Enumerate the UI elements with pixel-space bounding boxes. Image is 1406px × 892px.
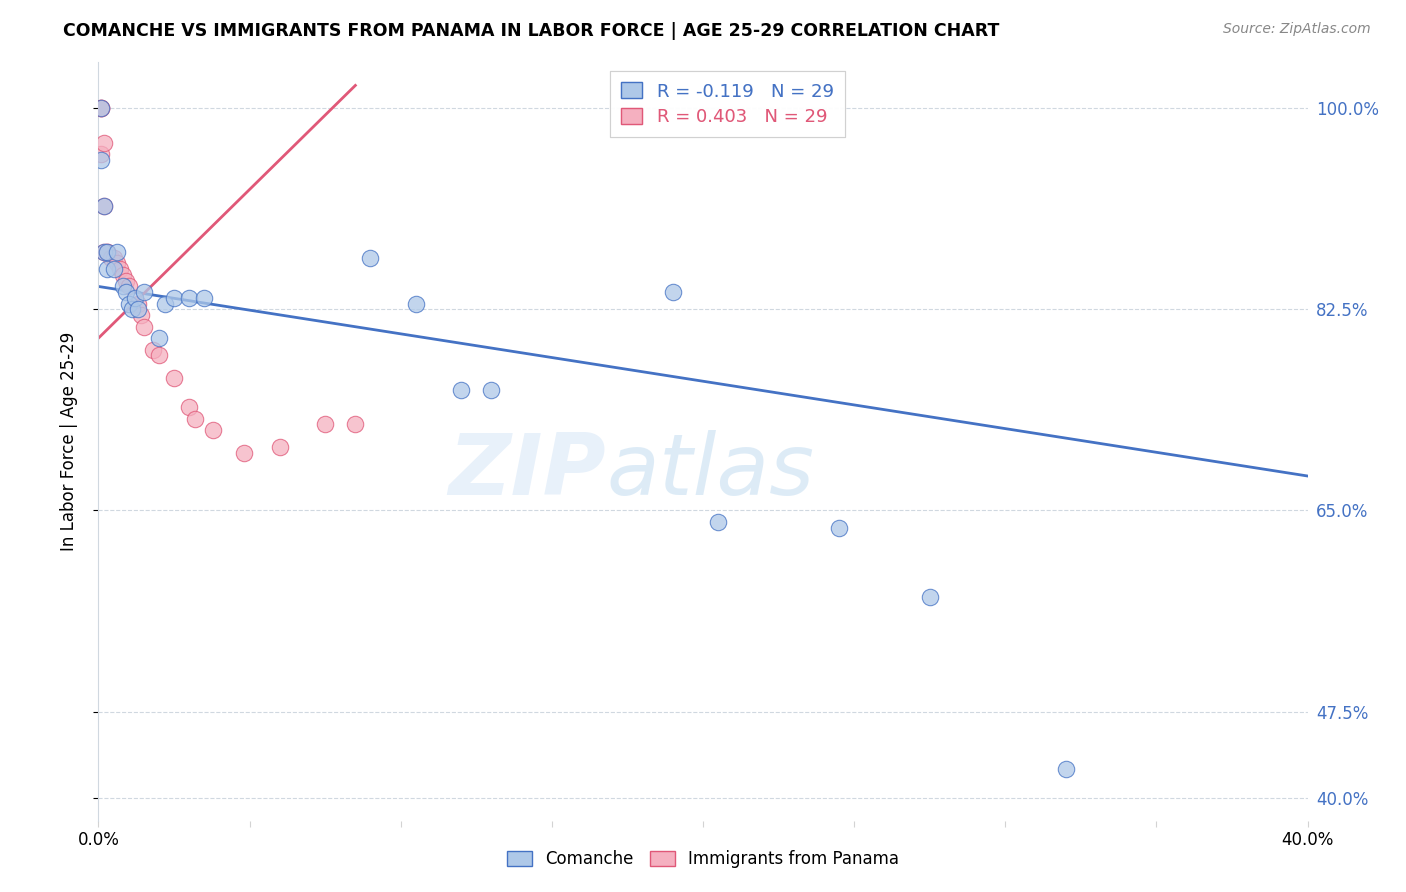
Text: ZIP: ZIP: [449, 430, 606, 514]
Point: [96, 245, 118, 260]
Point: [93, 199, 115, 213]
Point: [96, 245, 118, 260]
Point: [111, 268, 134, 282]
Point: [90, 102, 112, 116]
Point: [148, 331, 170, 345]
Point: [121, 302, 143, 317]
Point: [193, 291, 215, 305]
Point: [93, 245, 115, 260]
Point: [103, 262, 125, 277]
Point: [127, 296, 149, 310]
Point: [108, 262, 131, 277]
Point: [93, 136, 115, 150]
Point: [90, 102, 112, 116]
Point: [118, 279, 141, 293]
Point: [90, 102, 112, 116]
Point: [127, 302, 149, 317]
Point: [111, 279, 134, 293]
Point: [918, 590, 941, 604]
Legend: Comanche, Immigrants from Panama: Comanche, Immigrants from Panama: [501, 844, 905, 875]
Point: [118, 296, 141, 310]
Point: [184, 411, 207, 425]
Point: [90, 147, 112, 161]
Point: [1054, 762, 1077, 776]
Point: [105, 256, 128, 270]
Point: [828, 521, 851, 535]
Point: [179, 291, 201, 305]
Point: [232, 446, 254, 460]
Point: [105, 245, 128, 260]
Point: [103, 251, 125, 265]
Point: [90, 153, 112, 167]
Point: [163, 371, 186, 385]
Text: Source: ZipAtlas.com: Source: ZipAtlas.com: [1223, 22, 1371, 37]
Text: COMANCHE VS IMMIGRANTS FROM PANAMA IN LABOR FORCE | AGE 25-29 CORRELATION CHART: COMANCHE VS IMMIGRANTS FROM PANAMA IN LA…: [63, 22, 1000, 40]
Point: [661, 285, 683, 300]
Point: [132, 285, 155, 300]
Point: [179, 400, 201, 414]
Point: [100, 251, 122, 265]
Point: [93, 199, 115, 213]
Point: [114, 285, 136, 300]
Point: [360, 251, 382, 265]
Point: [93, 245, 115, 260]
Point: [314, 417, 336, 432]
Point: [114, 274, 136, 288]
Point: [202, 423, 225, 437]
Point: [405, 296, 427, 310]
Point: [129, 308, 152, 322]
Point: [90, 102, 112, 116]
Point: [269, 440, 291, 454]
Point: [153, 296, 176, 310]
Point: [344, 417, 367, 432]
Point: [707, 515, 730, 529]
Y-axis label: In Labor Force | Age 25-29: In Labor Force | Age 25-29: [59, 332, 77, 551]
Point: [142, 343, 165, 357]
Point: [450, 383, 472, 397]
Point: [96, 262, 118, 277]
Point: [132, 319, 155, 334]
Point: [481, 383, 503, 397]
Point: [148, 348, 170, 362]
Point: [163, 291, 186, 305]
Point: [96, 245, 118, 260]
Text: atlas: atlas: [606, 430, 814, 514]
Legend: R = -0.119   N = 29, R = 0.403   N = 29: R = -0.119 N = 29, R = 0.403 N = 29: [610, 71, 845, 136]
Point: [124, 291, 146, 305]
